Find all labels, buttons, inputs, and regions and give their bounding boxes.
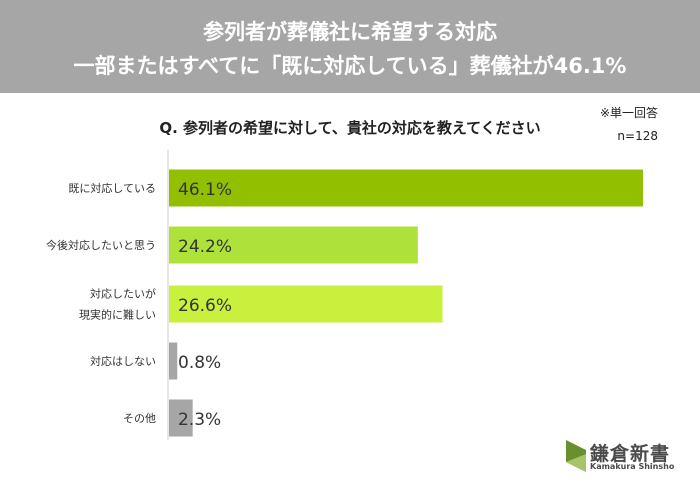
value-label-3: 26.6%	[178, 296, 232, 316]
logo-mark-icon	[566, 440, 586, 472]
sample-size-note: n=128	[617, 129, 658, 143]
bar-3	[169, 285, 443, 323]
title-line-2: 一部またはすべてに「既に対応している」葬儀社が46.1%	[73, 54, 627, 78]
value-label-1: 46.1%	[178, 180, 232, 200]
category-label-5: その他	[123, 412, 156, 425]
bar-4	[169, 342, 178, 380]
title-line-1: 参列者が葬儀社に希望する対応	[203, 20, 497, 44]
category-label-3-2: 現実的に難しい	[79, 308, 156, 322]
logo-name: 鎌倉新書	[590, 443, 671, 465]
question-text: Q. 参列者の希望に対して、貴社の対応を教えてください	[159, 119, 541, 137]
company-logo: 鎌倉新書 Kamakura Shinsho	[566, 438, 686, 476]
logo-subtitle: Kamakura Shinsho	[590, 462, 675, 471]
bar-chart: 46.1% 既に対応している 24.2% 今後対応したいと思う 26.6% 対応したいが現…	[46, 150, 643, 440]
bar-1	[169, 169, 643, 207]
bar-2	[169, 226, 418, 264]
value-label-4: 0.8%	[178, 353, 221, 373]
category-label-4: 対応はしない	[90, 354, 156, 368]
title-banner: 参列者が葬儀社に希望する対応 一部またはすべてに「既に対応している」葬儀社が46…	[0, 0, 700, 93]
value-label-5: 2.3%	[178, 410, 221, 430]
value-label-2: 24.2%	[178, 237, 232, 257]
category-label-1: 既に対応している	[68, 181, 156, 195]
answer-type-note: ※単一回答	[599, 106, 658, 120]
bar-5	[169, 399, 193, 437]
category-label-2: 今後対応したいと思う	[46, 238, 156, 252]
category-label-3-1: 対応したいが	[90, 287, 156, 301]
